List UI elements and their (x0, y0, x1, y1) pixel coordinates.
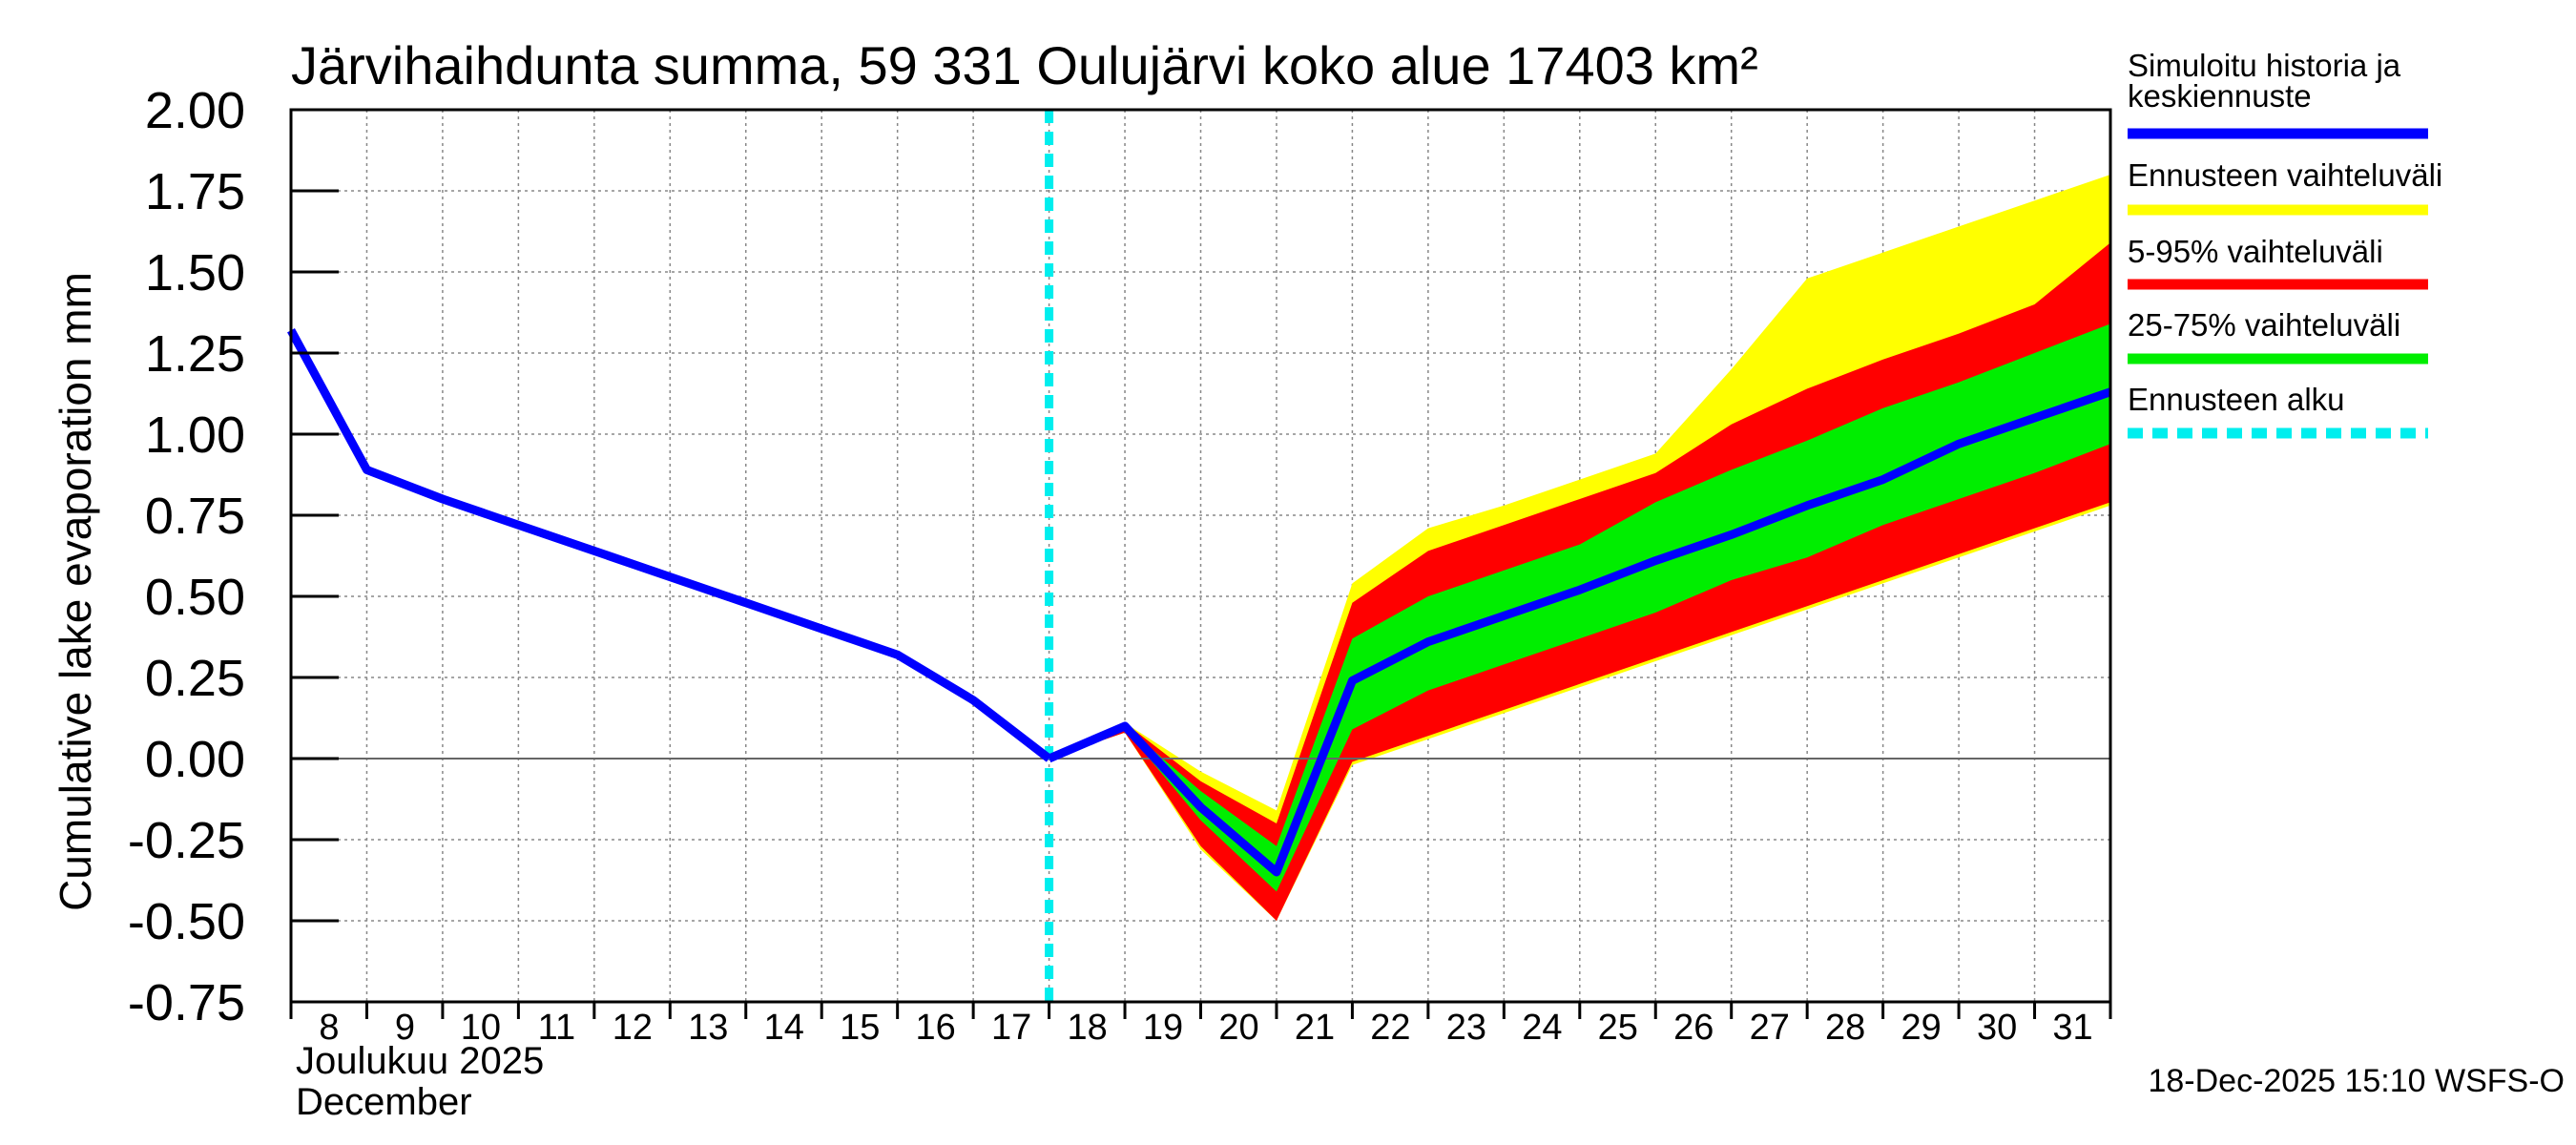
x-tick-label: 16 (916, 1008, 956, 1048)
y-tick-label: -0.50 (128, 893, 245, 950)
x-tick-label: 17 (991, 1008, 1031, 1048)
x-tick-label: 27 (1750, 1008, 1790, 1048)
x-tick-label: 26 (1673, 1008, 1714, 1048)
legend-label: Ennusteen vaihteluväli (2128, 157, 2442, 193)
y-axis-label: Cumulative lake evaporation mm (51, 272, 100, 911)
y-tick-label: 2.00 (145, 82, 245, 139)
x-tick-label: 14 (764, 1008, 804, 1048)
x-tick-label: 24 (1522, 1008, 1562, 1048)
footer-timestamp: 18-Dec-2025 15:10 WSFS-O (2148, 1063, 2565, 1099)
band-25-75-vaihteluv-li (1049, 323, 2110, 892)
legend-label: Simuloitu historia ja (2128, 48, 2401, 83)
y-tick-label: 1.25 (145, 325, 245, 383)
lines (287, 110, 2112, 1002)
y-tick-label: -0.75 (128, 974, 245, 1031)
x-tick-label: 28 (1825, 1008, 1865, 1048)
x-tick-label: 21 (1295, 1008, 1335, 1048)
x-tick-label: 19 (1143, 1008, 1183, 1048)
y-tick-label: 0.00 (145, 731, 245, 788)
month-label-fi: Joulukuu 2025 (296, 1040, 544, 1082)
x-tick-label: 22 (1370, 1008, 1410, 1048)
x-tick-label: 9 (395, 1008, 415, 1048)
legend-label: 25-75% vaihteluväli (2128, 307, 2400, 343)
legend-label: Ennusteen alku (2128, 382, 2345, 417)
y-tick-label: 0.25 (145, 650, 245, 707)
y-tick-label: 1.75 (145, 163, 245, 220)
x-tick-label: 20 (1218, 1008, 1258, 1048)
bands (1049, 175, 2110, 921)
x-tick-label: 31 (2052, 1008, 2092, 1048)
x-tick-label: 18 (1067, 1008, 1107, 1048)
y-tick-label: 0.75 (145, 488, 245, 545)
x-tick-label: 29 (1901, 1008, 1941, 1048)
x-tick-label: 25 (1598, 1008, 1638, 1048)
x-tick-label: 23 (1446, 1008, 1486, 1048)
chart-title: Järvihaihdunta summa, 59 331 Oulujärvi k… (291, 35, 1758, 95)
x-tick-label: 10 (461, 1008, 501, 1048)
y-tick-label: 0.50 (145, 569, 245, 626)
legend-label: 5-95% vaihteluväli (2128, 234, 2383, 269)
legend-label-line2: keskiennuste (2128, 78, 2312, 114)
x-tick-label: 15 (840, 1008, 880, 1048)
history-line (287, 328, 1052, 762)
y-tick-label: 1.00 (145, 406, 245, 464)
month-label-en: December (296, 1081, 472, 1123)
x-tick-label: 30 (1977, 1008, 2017, 1048)
grid (291, 110, 2110, 1002)
x-tick-label: 13 (688, 1008, 728, 1048)
x-tick-label: 8 (319, 1008, 339, 1048)
y-tick-label: 1.50 (145, 244, 245, 302)
x-ticks: 8 9 10 11 12 13 14 15 16 17 18 19 20 21 22 23 24 25 26 27 28… (289, 1002, 2112, 1048)
forecast-median-line (1047, 387, 2112, 877)
y-ticks: 2.00 1.75 1.50 1.25 1.00 0.75 0.50 0.25 0.00 -0.2… (128, 82, 339, 1031)
x-tick-label: 11 (538, 1008, 575, 1048)
y-tick-label: -0.25 (128, 812, 245, 869)
x-tick-label: 12 (613, 1008, 653, 1048)
